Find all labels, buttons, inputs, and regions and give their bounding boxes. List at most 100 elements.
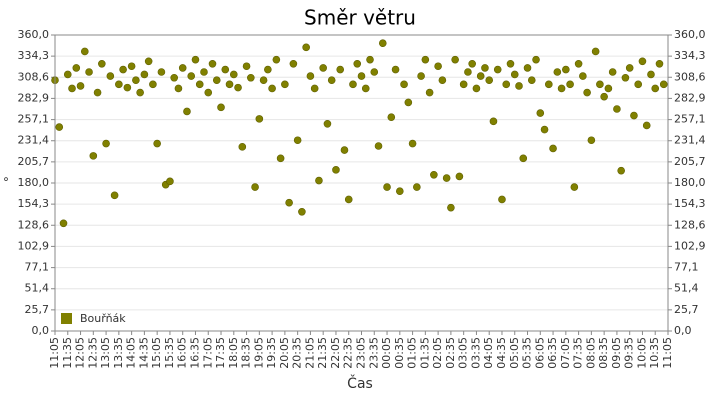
x-tick-label: 08:35 xyxy=(597,337,610,369)
data-point xyxy=(323,120,332,128)
data-point xyxy=(76,82,85,90)
data-point xyxy=(425,88,434,97)
data-point xyxy=(315,176,323,185)
x-tick-label: 02:35 xyxy=(444,337,457,369)
data-point xyxy=(447,203,455,212)
x-tick-label: 11:05 xyxy=(661,337,674,369)
x-tick-label: 03:05 xyxy=(457,337,470,369)
data-point xyxy=(349,80,357,89)
x-axis-label: Čas xyxy=(347,374,373,392)
x-tick-label: 13:05 xyxy=(99,337,112,369)
x-tick-label: 14:35 xyxy=(137,337,150,369)
y2-tick-label: 308,6 xyxy=(674,70,706,83)
data-point xyxy=(285,198,293,207)
data-point xyxy=(93,88,102,97)
data-point xyxy=(536,109,545,117)
data-point xyxy=(421,55,430,64)
data-point xyxy=(106,72,115,80)
x-tick-label: 22:05 xyxy=(329,337,342,369)
x-tick-label: 15:05 xyxy=(150,337,163,369)
y-tick-label: 231,4 xyxy=(18,134,50,147)
data-point xyxy=(251,183,259,191)
data-point xyxy=(557,84,566,93)
data-point xyxy=(545,80,553,89)
legend-swatch xyxy=(61,313,72,324)
data-point xyxy=(566,80,574,89)
x-tick-label: 05:35 xyxy=(521,337,534,369)
data-point xyxy=(485,76,494,85)
data-point xyxy=(310,84,319,93)
x-tick-label: 11:35 xyxy=(61,337,74,369)
data-point xyxy=(574,59,583,68)
data-point xyxy=(413,183,421,191)
x-tick-label: 22:35 xyxy=(342,337,355,369)
data-point xyxy=(498,195,506,204)
data-point xyxy=(195,80,204,89)
data-point xyxy=(327,76,336,85)
data-point xyxy=(374,142,383,150)
y-tick-label: 257,1 xyxy=(18,113,50,126)
data-point xyxy=(378,39,387,48)
data-point xyxy=(144,57,153,66)
data-point xyxy=(268,84,276,93)
y-tick-label: 205,7 xyxy=(18,155,50,168)
x-tick-label: 18:35 xyxy=(240,337,253,369)
data-point xyxy=(208,59,217,68)
data-point xyxy=(455,172,464,181)
x-tick-label: 02:05 xyxy=(431,337,444,369)
data-point xyxy=(217,103,225,112)
data-point xyxy=(532,55,540,64)
x-tick-label: 17:05 xyxy=(201,337,214,369)
data-point xyxy=(417,72,425,80)
data-point xyxy=(647,70,655,79)
data-point xyxy=(404,98,413,107)
data-point xyxy=(166,177,174,186)
data-point xyxy=(225,80,234,89)
data-point xyxy=(391,65,400,74)
x-tick-label: 20:35 xyxy=(291,337,304,369)
data-point xyxy=(502,80,511,89)
data-point xyxy=(553,68,562,76)
data-point xyxy=(234,83,242,92)
data-point xyxy=(442,174,451,182)
data-point xyxy=(583,88,591,97)
x-tick-label: 07:35 xyxy=(572,337,585,369)
x-tick-label: 23:35 xyxy=(367,337,380,369)
y-axis-label: ° xyxy=(3,176,9,190)
y2-tick-label: 25,7 xyxy=(674,303,699,316)
data-point xyxy=(570,183,579,191)
data-point xyxy=(515,82,523,90)
data-point xyxy=(255,115,264,123)
y2-tick-label: 257,1 xyxy=(674,113,706,126)
x-tick-label: 09:05 xyxy=(610,337,623,369)
data-point xyxy=(259,76,268,85)
data-point xyxy=(396,187,404,196)
data-point xyxy=(621,73,630,82)
data-point xyxy=(191,55,200,64)
data-point xyxy=(340,146,349,154)
x-tick-label: 03:35 xyxy=(469,337,482,369)
data-point xyxy=(642,121,651,130)
x-tick-label: 01:05 xyxy=(406,337,419,369)
data-point xyxy=(187,72,196,80)
data-point xyxy=(562,65,570,74)
data-point xyxy=(272,55,281,64)
data-point xyxy=(119,65,127,74)
x-tick-label: 23:05 xyxy=(355,337,368,369)
x-tick-label: 00:35 xyxy=(393,337,406,369)
data-point xyxy=(140,70,149,79)
data-point xyxy=(613,105,621,113)
x-tick-label: 15:35 xyxy=(163,337,176,369)
data-point xyxy=(72,64,81,72)
data-point xyxy=(472,84,481,93)
data-point xyxy=(353,59,362,68)
data-point xyxy=(510,70,519,79)
data-point xyxy=(110,191,119,200)
y-tick-label: 102,9 xyxy=(18,239,50,252)
data-point xyxy=(183,107,191,116)
data-point xyxy=(523,64,532,72)
x-tick-label: 13:35 xyxy=(112,337,125,369)
data-point xyxy=(579,72,587,80)
x-tick-label: 21:05 xyxy=(303,337,316,369)
